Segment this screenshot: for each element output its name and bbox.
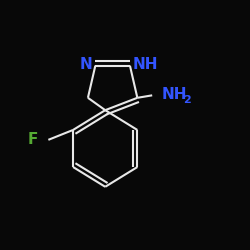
- Text: 2: 2: [183, 95, 191, 105]
- Text: NH: NH: [132, 57, 158, 72]
- Text: N: N: [80, 57, 93, 72]
- Text: F: F: [28, 132, 38, 147]
- Text: NH: NH: [162, 86, 188, 102]
